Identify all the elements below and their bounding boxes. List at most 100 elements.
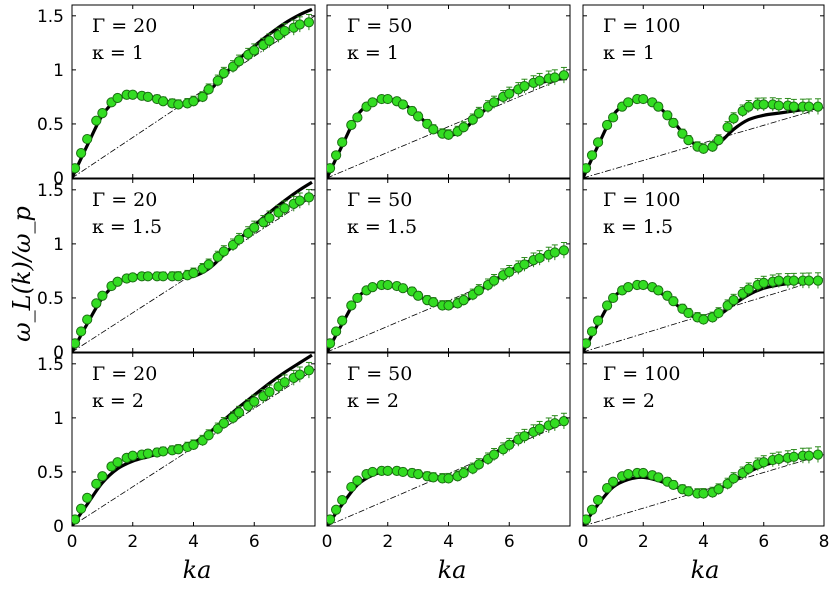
- simulation-point: [473, 459, 484, 470]
- linear-guide-line: [72, 194, 315, 352]
- simulation-point: [188, 267, 199, 279]
- simulation-point: [504, 88, 515, 99]
- simulation-point: [367, 466, 378, 478]
- kappa-label: κ = 2: [92, 390, 144, 412]
- simulation-point: [352, 292, 363, 304]
- simulation-point: [519, 80, 530, 92]
- simulation-point: [367, 282, 378, 293]
- gamma-label: Γ = 100: [603, 363, 680, 385]
- simulation-point: [173, 271, 184, 282]
- simulation-point: [788, 101, 799, 112]
- simulation-point: [683, 486, 694, 497]
- simulation-point: [218, 246, 229, 257]
- simulation-point: [233, 234, 245, 245]
- simulation-point: [327, 163, 336, 174]
- simulation-point: [743, 463, 754, 474]
- simulation-point: [212, 75, 223, 86]
- simulation-point: [413, 111, 424, 122]
- simulation-point: [707, 141, 718, 152]
- kappa-label: κ = 2: [603, 390, 655, 412]
- x-tick-label: 4: [188, 532, 199, 552]
- simulation-point: [728, 295, 739, 306]
- gamma-label: Γ = 100: [603, 15, 680, 37]
- x-tick-label: 8: [819, 532, 830, 552]
- simulation-point: [428, 472, 439, 483]
- simulation-point: [367, 97, 378, 108]
- y-tick-label: 1.5: [37, 7, 64, 27]
- simulation-point: [331, 326, 342, 337]
- simulation-point: [534, 423, 545, 434]
- simulation-point: [583, 338, 592, 349]
- simulation-point: [623, 282, 634, 293]
- simulation-point: [662, 110, 673, 121]
- simulation-point: [504, 439, 515, 451]
- simulation-point: [264, 212, 275, 224]
- simulation-point: [413, 469, 424, 480]
- simulation-point: [331, 150, 342, 161]
- simulation-point: [346, 481, 357, 493]
- simulation-point: [303, 365, 315, 376]
- simulation-point: [586, 504, 598, 515]
- simulation-point: [443, 300, 454, 311]
- y-axis-title-text: ω_L(k)/ω_p: [8, 206, 36, 342]
- simulation-point: [382, 465, 393, 476]
- linear-guide-line: [327, 74, 570, 178]
- simulation-point: [592, 137, 604, 148]
- simulation-point: [488, 275, 500, 286]
- simulation-point: [197, 91, 208, 103]
- simulation-point: [549, 247, 560, 258]
- simulation-point: [72, 338, 81, 349]
- simulation-point: [713, 135, 724, 146]
- simulation-point: [142, 271, 154, 282]
- x-tick-label: 2: [382, 532, 393, 552]
- x-tick-label: 0: [322, 532, 333, 552]
- kappa-label: κ = 1.5: [603, 216, 673, 238]
- simulation-point: [653, 472, 664, 483]
- simulation-point: [583, 514, 592, 525]
- simulation-point: [249, 222, 260, 233]
- simulation-point: [218, 418, 229, 429]
- simulation-point: [653, 285, 664, 296]
- simulation-point: [428, 297, 439, 308]
- x-tick-label: 4: [698, 532, 709, 552]
- simulation-point: [467, 114, 478, 125]
- x-tick-label: 6: [758, 532, 769, 552]
- panel-r2-c0: 0 0.5 1 1.5 0 2 4 6 Γ = 20 κ = 2: [37, 352, 316, 552]
- panel-r1-c1: Γ = 50 κ = 1.5: [326, 178, 571, 353]
- gamma-label: Γ = 50: [347, 15, 412, 37]
- simulation-point: [803, 450, 815, 461]
- panel-frame: [326, 178, 571, 353]
- simulation-point: [158, 271, 169, 282]
- simulation-point: [337, 494, 348, 506]
- kappa-label: κ = 2: [347, 390, 399, 412]
- simulation-point: [443, 473, 454, 484]
- y-tick-label: 0.5: [37, 463, 64, 483]
- simulation-point: [668, 117, 679, 128]
- simulation-point: [668, 296, 679, 307]
- simulation-point: [413, 290, 424, 301]
- linear-guide-line: [72, 368, 315, 526]
- simulation-point: [504, 266, 515, 278]
- simulation-point: [327, 514, 336, 525]
- simulation-point: [623, 97, 634, 108]
- panel-r0-c2: Γ = 100 κ = 1: [582, 4, 825, 179]
- gamma-label: Γ = 100: [603, 189, 680, 211]
- simulation-point: [803, 275, 815, 286]
- simulation-point: [397, 283, 409, 294]
- simulation-point: [758, 99, 769, 110]
- simulation-point: [397, 99, 409, 110]
- simulation-point: [294, 369, 305, 380]
- simulation-point: [443, 129, 454, 140]
- simulation-point: [203, 259, 214, 270]
- simulation-point: [382, 279, 393, 291]
- simulation-point: [728, 473, 739, 484]
- simulation-point: [586, 326, 598, 337]
- simulation-point: [142, 91, 154, 103]
- simulation-point: [668, 479, 679, 491]
- simulation-point: [713, 307, 724, 319]
- simulation-point: [608, 112, 619, 123]
- simulation-point: [97, 290, 108, 301]
- simulation-point: [788, 451, 799, 462]
- simulation-point: [303, 192, 315, 203]
